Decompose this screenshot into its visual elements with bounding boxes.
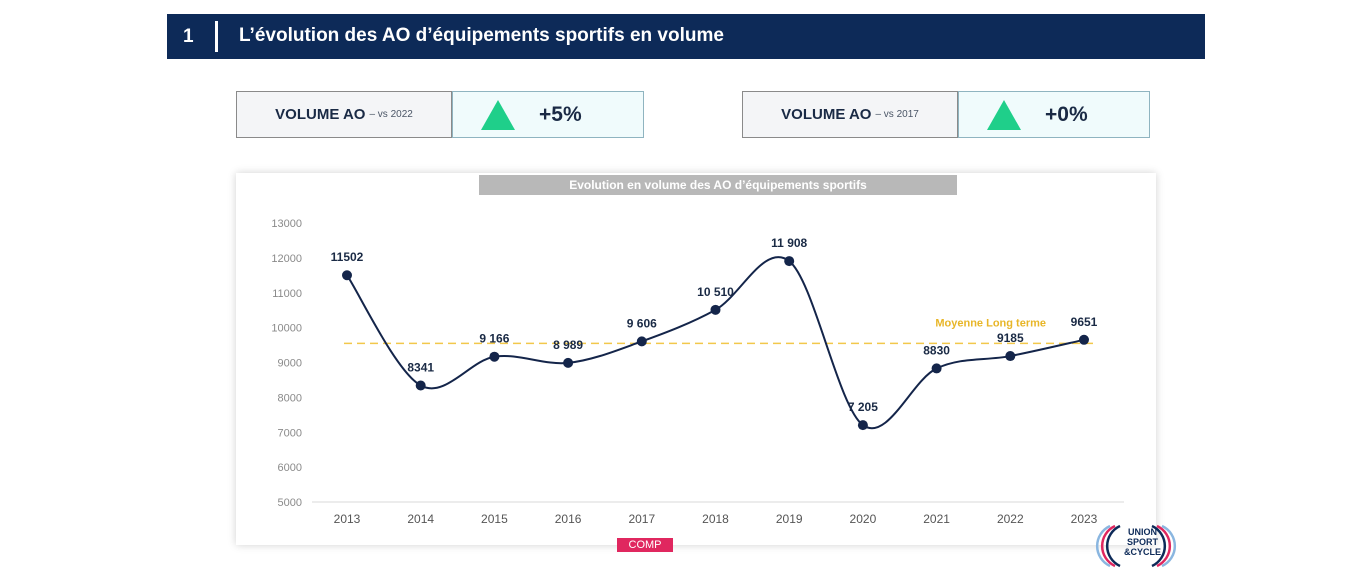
x-tick-label: 2017 (628, 512, 655, 526)
data-point (415, 380, 426, 391)
section-number: 1 (183, 26, 194, 47)
data-label: 11502 (331, 250, 364, 264)
data-label: 9185 (997, 331, 1024, 345)
up-arrow-icon (987, 100, 1021, 130)
average-reference-label: Moyenne Long terme (935, 317, 1046, 329)
logo-line: &CYCLE (1124, 547, 1162, 557)
logo-line: SPORT (1127, 537, 1159, 547)
kpi-label: VOLUME AO (781, 106, 872, 123)
data-label: 9 166 (479, 332, 509, 346)
data-point (563, 357, 574, 368)
x-tick-label: 2021 (923, 512, 950, 526)
data-label: 8830 (923, 343, 950, 357)
data-label: 7 205 (848, 400, 878, 414)
y-tick-label: 7000 (278, 427, 302, 439)
chart-card: Evolution en volume des AO d’équipements… (236, 173, 1156, 545)
data-label: 8 989 (553, 338, 583, 352)
data-label: 9651 (1071, 315, 1098, 329)
y-tick-label: 11000 (272, 288, 302, 300)
y-tick-label: 8000 (278, 392, 302, 404)
x-tick-label: 2018 (702, 512, 729, 526)
y-tick-label: 13000 (271, 218, 302, 230)
y-tick-label: 9000 (278, 358, 302, 370)
y-tick-label: 5000 (278, 497, 302, 509)
data-point (710, 304, 721, 315)
x-tick-label: 2015 (481, 512, 508, 526)
x-tick-label: 2016 (555, 512, 582, 526)
logo-text: UNION SPORT &CYCLE (1124, 527, 1161, 557)
y-tick-label: 10000 (271, 323, 302, 335)
data-label: 8341 (407, 360, 434, 374)
data-point (636, 336, 647, 347)
chart-title: Evolution en volume des AO d’équipements… (479, 175, 957, 195)
y-tick-label: 12000 (271, 253, 302, 265)
data-point (342, 270, 352, 281)
kpi-sublabel: – vs 2017 (875, 109, 919, 120)
header-divider (215, 21, 218, 52)
data-point (1005, 351, 1016, 362)
data-point (857, 420, 868, 431)
y-tick-label: 6000 (278, 462, 302, 474)
section-header: 1 L’évolution des AO d’équipements sport… (167, 14, 1205, 59)
x-tick-label: 2019 (776, 512, 803, 526)
kpi-value-box: +0% (958, 91, 1150, 138)
kpi-vs-2022: VOLUME AO – vs 2022 +5% (236, 91, 644, 138)
section-title: L’évolution des AO d’équipements sportif… (239, 25, 724, 46)
logo-line: UNION (1128, 527, 1157, 537)
data-point (784, 256, 795, 267)
data-label: 11 908 (771, 236, 807, 250)
kpi-value-box: +5% (452, 91, 644, 138)
data-label: 9 606 (627, 316, 657, 330)
data-point (489, 351, 500, 362)
data-point (1079, 334, 1089, 345)
x-tick-label: 2022 (997, 512, 1024, 526)
data-point (931, 363, 942, 374)
kpi-label: VOLUME AO (275, 106, 366, 123)
data-label: 10 510 (697, 285, 734, 299)
kpi-vs-2017: VOLUME AO – vs 2017 +0% (742, 91, 1150, 138)
up-arrow-icon (481, 100, 515, 130)
kpi-value: +0% (1045, 103, 1088, 126)
union-sport-cycle-logo (1095, 524, 1177, 568)
x-tick-label: 2014 (407, 512, 434, 526)
x-tick-label: 2013 (334, 512, 361, 526)
x-tick-label: 2020 (850, 512, 877, 526)
kpi-label-box: VOLUME AO – vs 2017 (742, 91, 958, 138)
x-tick-label: 2023 (1071, 512, 1098, 526)
comp-tag: COMP (617, 538, 673, 552)
kpi-value: +5% (539, 103, 582, 126)
line-chart: 5000 6000 7000 8000 9000 10000 11000 12000 13000… (271, 218, 1124, 526)
kpi-sublabel: – vs 2022 (369, 109, 413, 120)
kpi-label-box: VOLUME AO – vs 2022 (236, 91, 452, 138)
